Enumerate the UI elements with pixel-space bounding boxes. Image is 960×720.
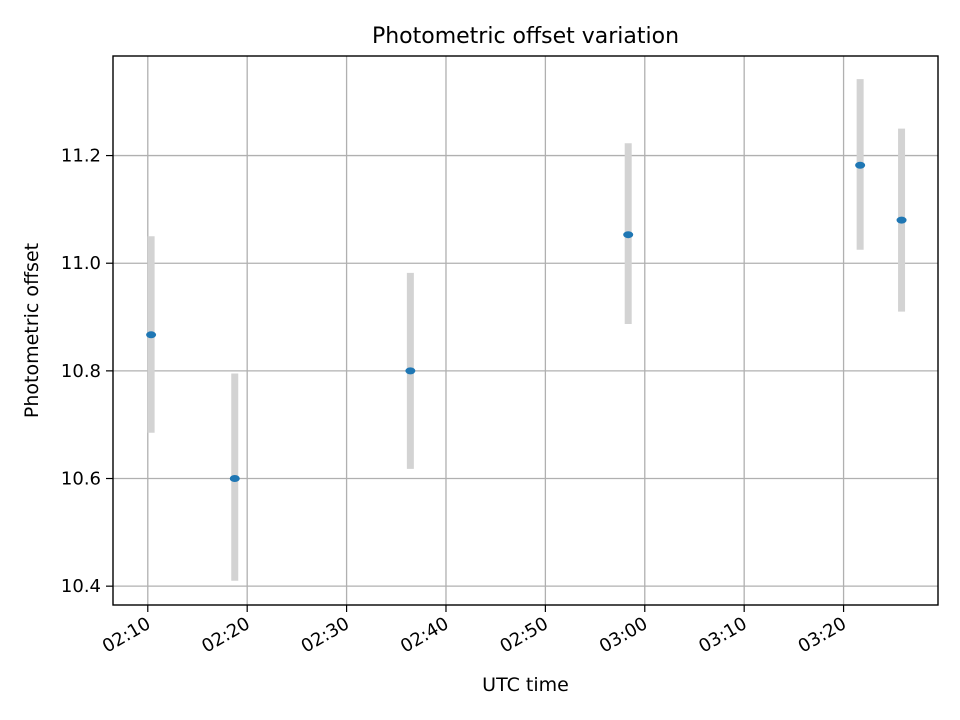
data-point <box>623 231 634 239</box>
x-tick-label: 03:20 <box>795 613 850 657</box>
x-tick-label: 02:10 <box>99 613 154 657</box>
x-axis-ticks: 02:10 02:20 02:30 02:40 02:50 03:00 03:10 03:20 <box>99 605 850 657</box>
y-tick-label: 11.2 <box>61 146 101 167</box>
data-points <box>146 161 907 483</box>
y-tick-label: 10.6 <box>61 469 101 490</box>
data-point <box>405 367 416 375</box>
grid <box>113 56 938 605</box>
x-tick-label: 02:30 <box>298 613 353 657</box>
x-tick-label: 02:20 <box>198 613 253 657</box>
y-tick-label: 11.0 <box>61 253 101 274</box>
x-axis-label: UTC time <box>482 674 569 696</box>
data-point <box>229 475 240 483</box>
data-point <box>855 161 866 169</box>
data-point <box>896 216 907 224</box>
x-tick-label: 03:10 <box>695 613 750 657</box>
y-tick-label: 10.8 <box>61 361 101 382</box>
y-axis-label: Photometric offset <box>21 243 43 418</box>
x-tick-label: 02:50 <box>496 613 551 657</box>
y-tick-label: 10.4 <box>61 576 101 597</box>
data-point <box>146 331 157 339</box>
x-tick-label: 02:40 <box>397 613 452 657</box>
error-bars <box>147 79 906 581</box>
x-tick-label: 03:00 <box>596 613 651 657</box>
y-axis-ticks: 10.4 10.6 10.8 11.0 11.2 <box>61 146 113 597</box>
plot-frame <box>112 55 939 606</box>
chart-title: Photometric offset variation <box>372 24 679 49</box>
